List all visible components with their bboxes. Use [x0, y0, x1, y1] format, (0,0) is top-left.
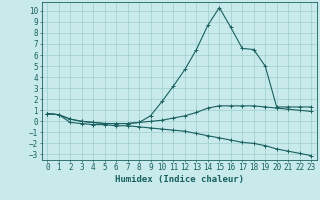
- X-axis label: Humidex (Indice chaleur): Humidex (Indice chaleur): [115, 175, 244, 184]
